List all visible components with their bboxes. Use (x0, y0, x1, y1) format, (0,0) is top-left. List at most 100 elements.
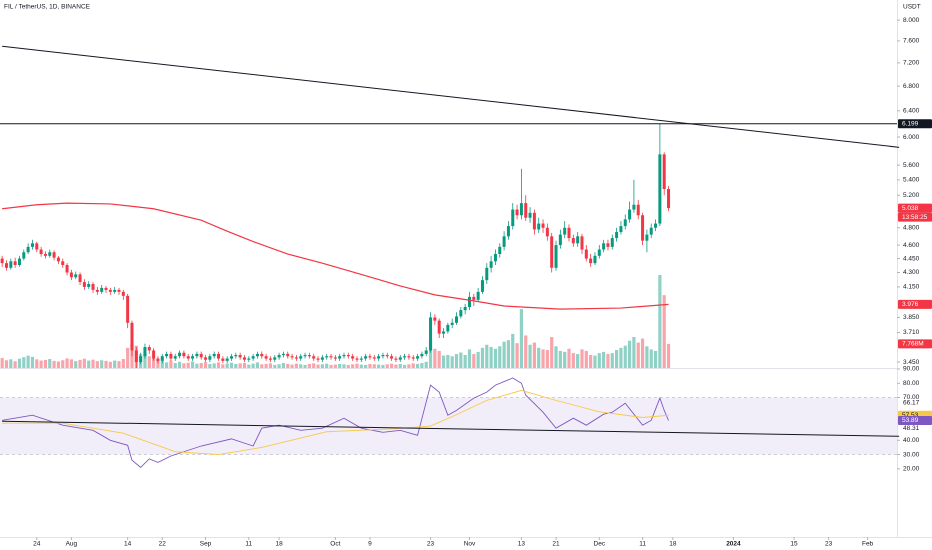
candle-body (234, 355, 238, 357)
volume-bar (584, 350, 588, 368)
candle-body (658, 154, 662, 224)
candle-body (645, 234, 649, 241)
candle-body (26, 246, 30, 253)
volume-bar (173, 363, 177, 368)
volume-bar (255, 362, 260, 368)
x-tick-label: 9 (368, 541, 372, 548)
y-tick-label: 80.00 (903, 380, 920, 387)
candle-body (251, 356, 255, 359)
candle-body (429, 317, 433, 351)
moving-average (2, 202, 669, 310)
volume-bar (355, 363, 359, 368)
volume-bar (506, 340, 511, 368)
candle-body (238, 355, 242, 358)
candle-body (632, 204, 636, 210)
candle-body (407, 356, 411, 358)
candle-body (247, 358, 251, 360)
x-tick-label: 15 (790, 541, 798, 548)
volume-bar (489, 346, 493, 368)
candle-body (4, 263, 8, 268)
trend-line (2, 45, 900, 148)
x-tick-label: 11 (245, 541, 252, 548)
candle-body (450, 322, 454, 325)
volume-bar (199, 363, 203, 368)
volume-bar (9, 359, 13, 368)
volume-bar (126, 347, 130, 368)
volume-bar (558, 350, 562, 368)
volume-bar (156, 359, 160, 368)
volume-bar (82, 358, 86, 368)
volume-bar (143, 352, 147, 368)
volume-bar (580, 349, 584, 368)
currency-label: USDT (903, 4, 921, 11)
volume-bar (182, 363, 186, 368)
candle-body (502, 236, 506, 247)
volume-bar (610, 353, 614, 368)
candle-body (615, 232, 619, 239)
volume-bar (290, 364, 294, 368)
volume-bar (195, 363, 199, 368)
volume-bar (571, 353, 575, 368)
volume-bar (190, 361, 195, 368)
candle-body (563, 227, 567, 235)
volume-bar (147, 356, 151, 368)
rsi-line (2, 389, 669, 456)
y-tick-label: 90.00 (903, 366, 920, 373)
volume-bar (398, 363, 402, 368)
volume-bar (320, 364, 324, 368)
volume-bar (247, 364, 251, 368)
rsi-value-box (898, 415, 932, 425)
candle-body (554, 245, 558, 268)
candle-body (394, 358, 398, 360)
candle-body (390, 356, 394, 359)
candle-body (459, 310, 463, 317)
candle-body (667, 189, 671, 209)
volume-value-box (898, 339, 932, 349)
volume-bar (35, 359, 39, 368)
y-tick-label: 4.450 (903, 255, 920, 262)
volume-bar (606, 354, 610, 368)
volume-bar (632, 337, 636, 368)
candle-body (472, 296, 476, 300)
volume-bar (385, 364, 389, 368)
volume-bar (359, 364, 363, 368)
candle-body (173, 356, 177, 359)
candle-body (333, 357, 337, 359)
volume-bar (433, 348, 437, 368)
rsi-ma-value: 57.53 (902, 412, 919, 419)
volume-bar (17, 358, 22, 368)
candle-body (424, 350, 428, 354)
x-tick-label: 21 (552, 541, 560, 548)
volume-bar (216, 362, 221, 368)
candle-body (316, 358, 320, 360)
candle-body (100, 287, 104, 292)
last-price: 5.038 (902, 205, 919, 212)
volume-bar (39, 360, 43, 368)
volume-bar (666, 343, 671, 368)
volume-bar (364, 364, 368, 368)
volume-bar (113, 360, 117, 368)
candle-body (593, 255, 597, 264)
volume-bar (87, 360, 91, 368)
rsi-value: 53.89 (902, 417, 919, 424)
y-tick-label: 7.200 (903, 60, 920, 67)
candle-body (398, 357, 402, 360)
ma-value: 3.976 (902, 301, 919, 308)
candle-body (48, 252, 52, 256)
x-tick-label: 24 (33, 541, 41, 548)
candle-body (61, 261, 65, 266)
candle-body (268, 358, 272, 360)
volume-bar (381, 364, 385, 368)
y-tick-label: 5.200 (903, 192, 920, 199)
volume-bar (368, 363, 372, 368)
volume-bar (65, 358, 69, 368)
candle-body (312, 356, 316, 359)
candle-body (623, 219, 627, 227)
candle-body (433, 317, 437, 321)
candle-body (524, 203, 528, 218)
candle-body (255, 353, 259, 357)
candle-body (69, 272, 73, 278)
candle-body (641, 215, 645, 241)
volume-bar (602, 351, 606, 368)
candle-body (506, 226, 510, 237)
